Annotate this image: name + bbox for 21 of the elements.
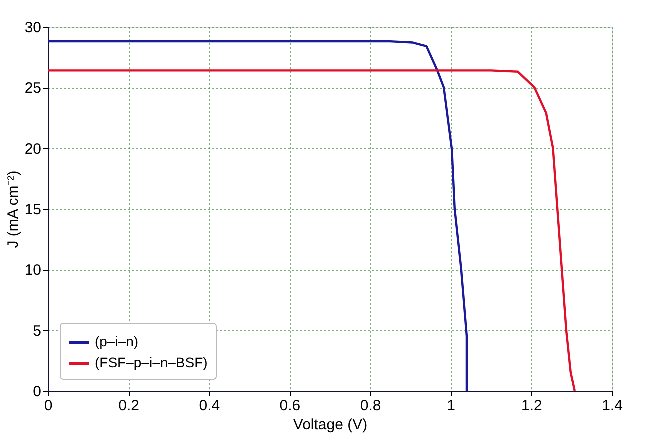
x-axis-title: Voltage (V) [293, 416, 368, 434]
y-tick-label: 15 [24, 202, 42, 218]
y-tick-label: 20 [24, 140, 42, 158]
x-tick-label: 0.6 [280, 398, 301, 414]
legend-label: (FSF–p–i–n–BSF) [95, 354, 208, 370]
x-tick-label: 1 [447, 398, 456, 414]
x-tick-label: 0 [44, 398, 53, 414]
x-tick-label: 0.4 [199, 398, 220, 414]
x-tick-label: 1.4 [602, 398, 623, 414]
x-tick-label: 1.2 [522, 398, 542, 414]
y-tick-label: 30 [24, 20, 42, 36]
y-axis-title: J (mA cm⁻²) [4, 170, 22, 248]
x-tick-label: 0.8 [360, 398, 382, 414]
y-tick-label: 10 [24, 262, 42, 280]
x-tick-label: 0.2 [118, 398, 140, 414]
y-tick-label: 25 [24, 80, 42, 98]
y-tick-label: 5 [33, 322, 42, 340]
line-series [46, 40, 468, 392]
legend-label: (p–i–n) [95, 334, 139, 350]
y-tick-label: 0 [33, 384, 42, 400]
line-series [46, 70, 576, 392]
